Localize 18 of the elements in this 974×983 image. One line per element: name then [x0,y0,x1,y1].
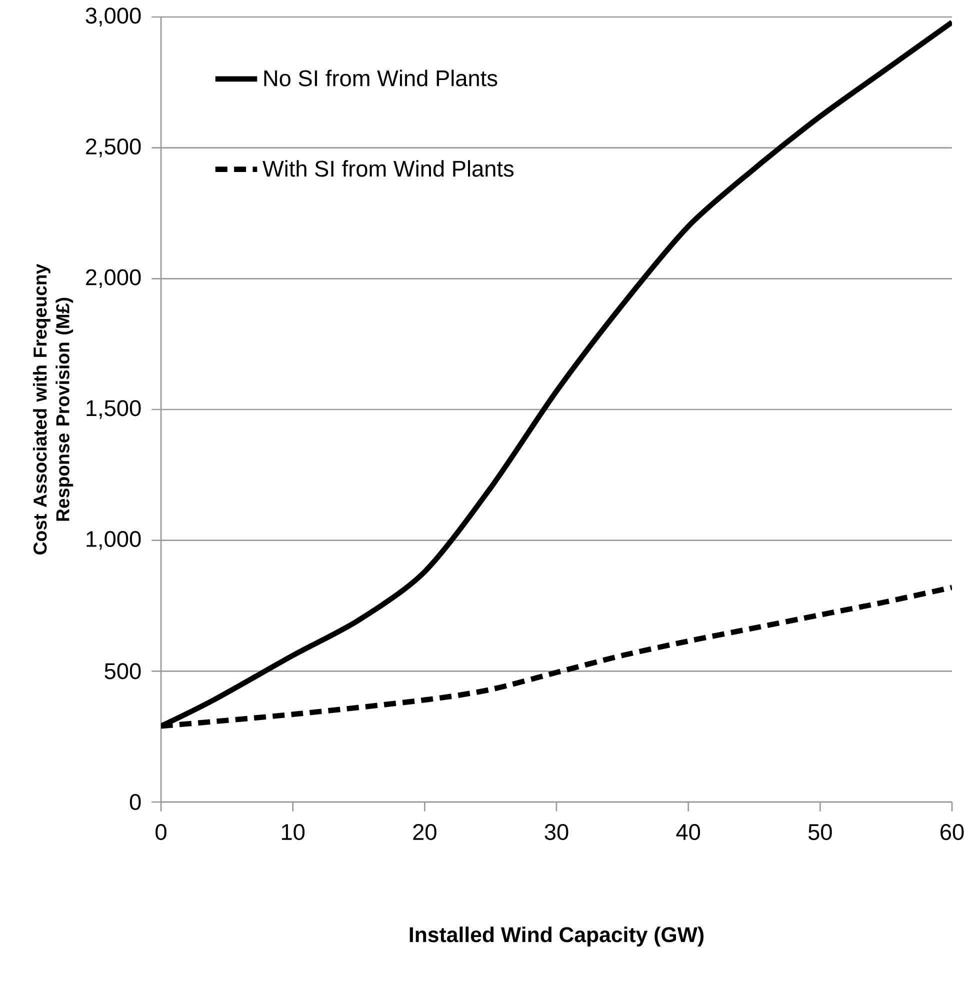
x-axis-title: Installed Wind Capacity (GW) [410,926,704,946]
y-tick-label: 2,000 [86,269,141,288]
x-tick-label: 30 [544,824,568,840]
x-tick-label: 60 [940,824,964,840]
y-tick-label: 3,000 [86,8,141,26]
x-tick-label: 50 [808,824,832,840]
x-tick-label: 10 [282,824,305,840]
x-tick-label: 40 [676,824,700,840]
y-tick-label: 2,500 [86,138,141,158]
y-tick-label: 1,500 [86,400,141,419]
y-tick-label: 0 [130,794,141,810]
y-axis-title: Cost Associated with Freqeucny Response Provision (M£) [33,264,74,554]
x-tick-label: 0 [156,824,166,840]
legend-label: No SI from Wind Plants [264,70,498,86]
y-tick-label: 1,000 [86,530,141,550]
x-tick-label: 20 [413,824,436,840]
legend-label: With SI from Wind Plants [262,160,514,177]
y-tick-label: 500 [104,663,141,680]
